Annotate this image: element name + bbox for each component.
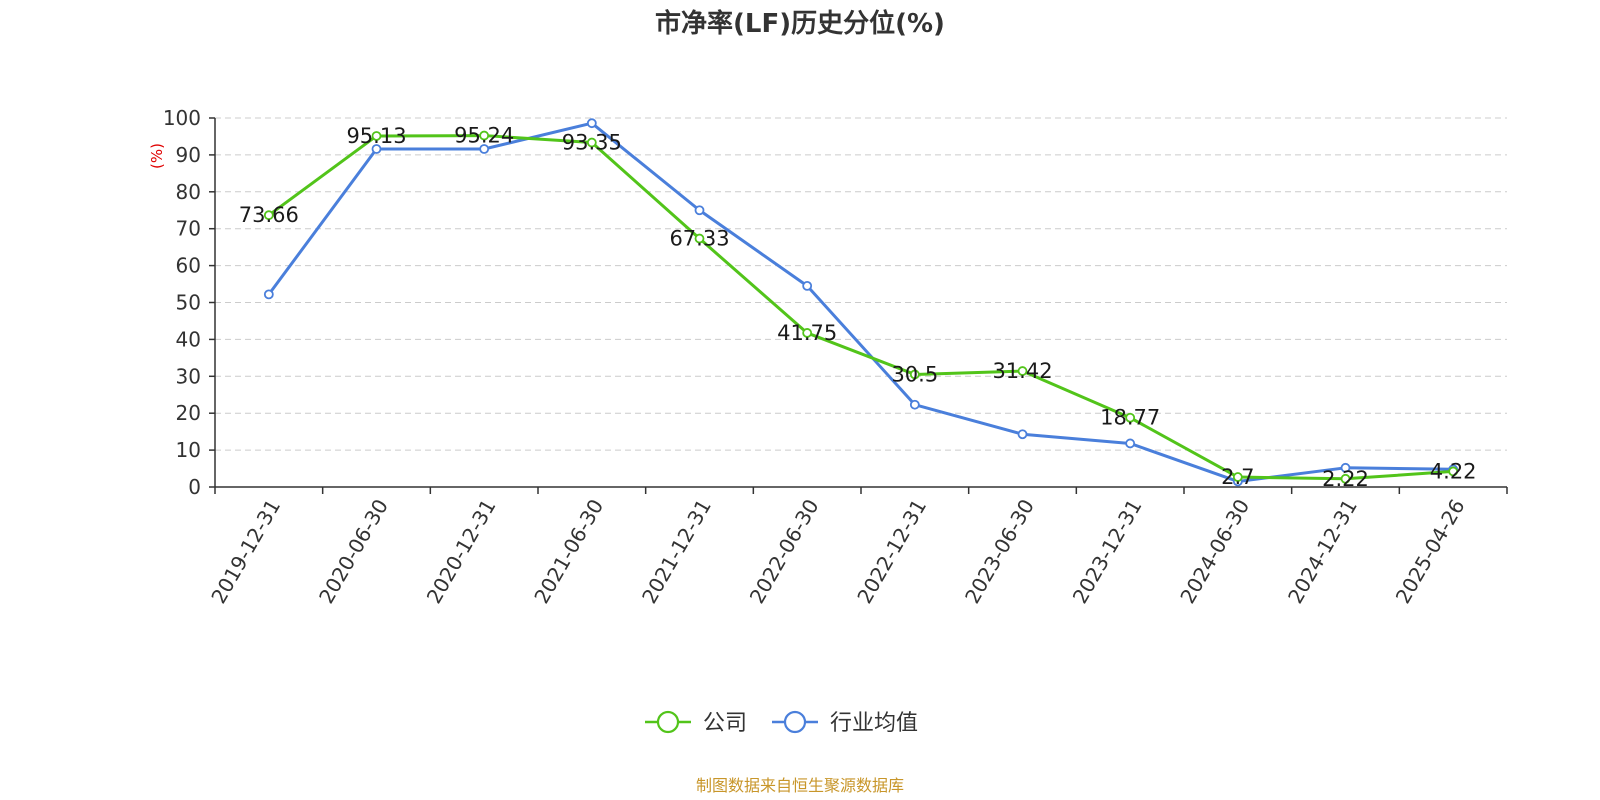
y-tick-label: 30 bbox=[176, 364, 201, 388]
data-labels: 73.66 95.13 95.24 93.35 67.33 41.75 30.5 31.42 1… bbox=[239, 124, 1477, 491]
data-point bbox=[263, 289, 274, 300]
data-point bbox=[1017, 429, 1028, 440]
y-tick-label: 70 bbox=[176, 217, 201, 241]
data-label: 93.35 bbox=[562, 131, 622, 155]
x-tick-label: 2021-12-31 bbox=[637, 495, 716, 608]
data-point bbox=[909, 399, 920, 410]
data-point bbox=[371, 131, 382, 141]
x-tick-label: 2024-06-30 bbox=[1175, 495, 1254, 608]
data-point bbox=[371, 144, 382, 154]
y-tick-label: 40 bbox=[176, 327, 201, 351]
data-point bbox=[586, 137, 597, 148]
data-label: 2.22 bbox=[1322, 467, 1369, 491]
data-point bbox=[263, 210, 274, 221]
data-point bbox=[479, 130, 490, 141]
data-point bbox=[586, 118, 597, 129]
y-tick-label: 100 bbox=[163, 106, 201, 130]
grid-lines bbox=[215, 117, 1507, 451]
data-point bbox=[909, 369, 920, 380]
x-tick-label: 2022-12-31 bbox=[852, 495, 931, 608]
legend-marker bbox=[783, 710, 807, 734]
y-tick-label: 90 bbox=[176, 143, 201, 167]
data-point bbox=[1340, 473, 1351, 484]
data-point bbox=[1232, 472, 1243, 482]
x-tick-label: 2023-06-30 bbox=[960, 495, 1039, 608]
data-point bbox=[694, 233, 705, 244]
y-axis-label: (%) bbox=[148, 143, 166, 169]
x-tick-label: 2024-12-31 bbox=[1283, 495, 1362, 608]
x-tick-label: 2020-12-31 bbox=[422, 495, 501, 608]
y-tick-label: 60 bbox=[176, 254, 201, 278]
legend-label: 公司 bbox=[703, 711, 747, 736]
x-tick-label: 2023-12-31 bbox=[1068, 495, 1147, 608]
source-note: 制图数据来自恒生聚源数据库 bbox=[696, 776, 904, 795]
data-label: 2.7 bbox=[1221, 465, 1254, 489]
data-point bbox=[479, 144, 490, 154]
chart-title: 市净率(LF)历史分位(%) bbox=[655, 8, 945, 39]
data-label: 95.24 bbox=[454, 124, 514, 148]
legend-item-0[interactable]: 公司 bbox=[645, 710, 747, 736]
data-point bbox=[802, 280, 813, 291]
data-label: 41.75 bbox=[777, 321, 837, 345]
y-tick-label: 10 bbox=[176, 438, 201, 462]
axes: 0 10 20 30 40 50 60 70 80 90 100 2019-12-31 2020-06-… bbox=[163, 106, 1508, 608]
data-label: 18.77 bbox=[1100, 406, 1160, 430]
data-label: 67.33 bbox=[669, 227, 729, 251]
x-tick-label: 2020-06-30 bbox=[314, 495, 393, 608]
data-point bbox=[694, 205, 705, 216]
y-tick-label: 50 bbox=[176, 291, 201, 315]
legend[interactable]: 公司 行业均值 bbox=[645, 710, 918, 736]
data-label: 30.5 bbox=[891, 362, 938, 386]
data-point bbox=[1448, 466, 1459, 477]
data-label: 95.13 bbox=[346, 124, 406, 148]
y-tick-label: 80 bbox=[176, 180, 201, 204]
x-tick-label: 2021-06-30 bbox=[529, 495, 608, 608]
x-tick-label: 2022-06-30 bbox=[745, 495, 824, 608]
series-line-0 bbox=[267, 134, 1454, 481]
data-point bbox=[1017, 366, 1028, 376]
data-point bbox=[1125, 412, 1136, 423]
data-label: 31.42 bbox=[992, 359, 1052, 383]
x-tick-label: 2019-12-31 bbox=[206, 495, 285, 608]
data-point bbox=[1125, 438, 1136, 449]
legend-item-1[interactable]: 行业均值 bbox=[772, 710, 918, 736]
x-tick-label: 2025-04-26 bbox=[1391, 495, 1470, 608]
series-line-1 bbox=[267, 121, 1454, 483]
legend-marker bbox=[656, 710, 680, 734]
data-label: 73.66 bbox=[239, 203, 299, 227]
data-point bbox=[802, 328, 813, 338]
series-layer bbox=[263, 118, 1459, 487]
data-label: 4.22 bbox=[1430, 459, 1477, 483]
y-tick-label: 0 bbox=[188, 475, 201, 499]
data-point bbox=[1340, 462, 1351, 473]
legend-label: 行业均值 bbox=[830, 711, 918, 736]
y-tick-label: 20 bbox=[176, 401, 201, 425]
